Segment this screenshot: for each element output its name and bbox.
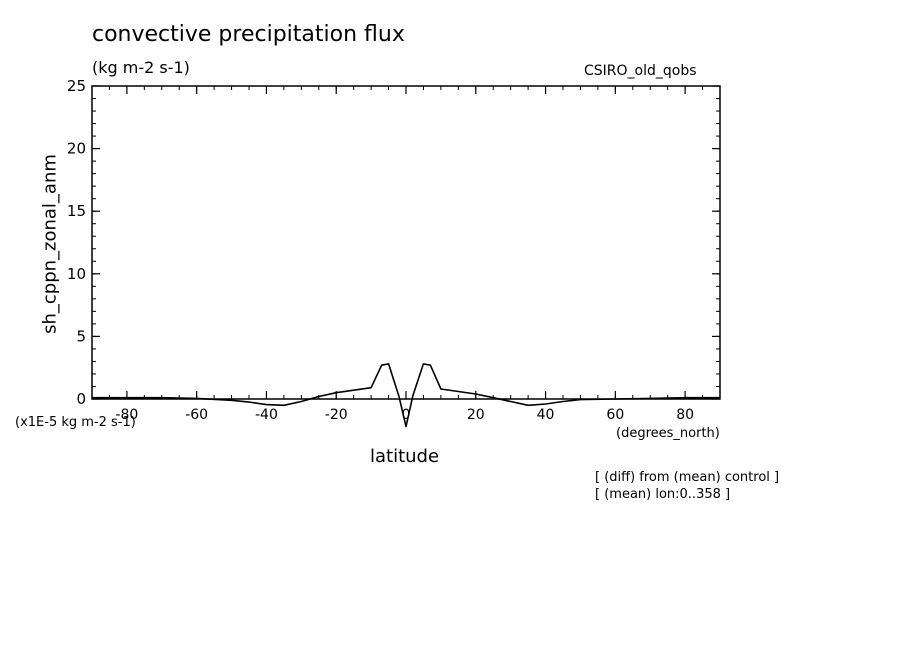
x-tick-label: -20 (325, 407, 348, 423)
x-tick-label: 80 (676, 407, 694, 423)
y-tick-label: 20 (67, 140, 86, 158)
y-scale-note: (x1E-5 kg m-2 s-1) (15, 415, 136, 430)
y-tick-label: 25 (67, 77, 86, 95)
x-tick-label: -40 (255, 407, 278, 423)
plot-frame (91, 85, 721, 400)
x-tick-label: 60 (606, 407, 624, 423)
x-tick-label: 40 (537, 407, 555, 423)
y-tick-label: 5 (76, 327, 86, 345)
y-tick-label: 0 (76, 390, 86, 408)
tick-labels: -80 -60 -40 -20 0 20 40 60 80 0 5 10 15 20 25 (67, 77, 694, 423)
y-tick-label: 15 (67, 202, 86, 220)
x-tick-label: 20 (467, 407, 485, 423)
y-tick-label: 10 (67, 265, 86, 283)
x-tick-label: -60 (185, 407, 208, 423)
model-label: CSIRO_old_qobs (584, 63, 697, 79)
series-line (92, 363, 720, 428)
x-axis-units: (degrees_north) (616, 426, 720, 441)
axis-ticks (91, 85, 721, 400)
x-axis-label: latitude (370, 446, 440, 467)
x-tick-label: 0 (402, 407, 411, 423)
chart-title: convective precipitation flux (92, 22, 405, 47)
note-mean: [ (mean) lon:0..358 ] (595, 487, 731, 502)
y-axis-label: sh_cppn_zonal_anm (39, 154, 61, 334)
x-tick-label: -80 (115, 407, 138, 423)
note-diff: [ (diff) from (mean) control ] (595, 470, 780, 485)
chart-units: (kg m-2 s-1) (92, 58, 190, 77)
series-group (92, 363, 720, 428)
